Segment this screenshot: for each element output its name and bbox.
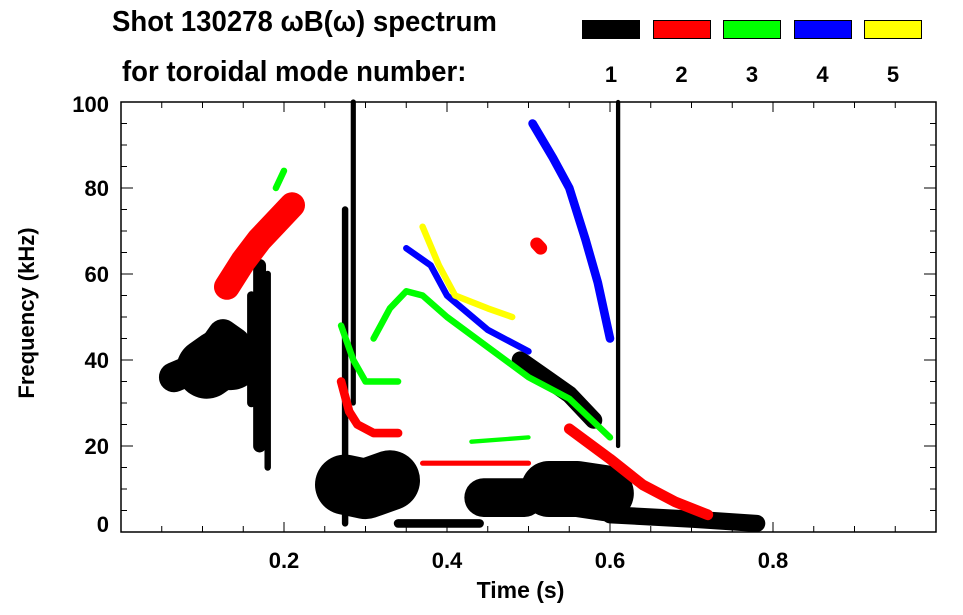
mode-3-feature-19 [337,322,402,385]
y-tick-label: 40 [85,348,109,373]
y-tick-label: 80 [85,176,109,201]
mode-1-feature-5 [315,450,420,520]
mode-3-feature-20 [370,287,614,441]
mode-2-feature-17 [563,423,714,521]
mode-1-feature-11 [601,506,766,533]
axes-frame [120,101,937,533]
legend-swatch-mode-2 [652,20,711,39]
mode-3-feature-21 [469,435,531,444]
legend-swatch-mode-4 [793,20,852,39]
legend-label-mode-3: 3 [745,62,759,87]
legend-label-mode-4: 4 [816,62,829,87]
legend-swatch-mode-1 [582,20,640,39]
x-tick-label: 0.6 [595,548,626,573]
x-tick-label: 0.2 [269,548,300,573]
x-tick-label: 0.8 [758,548,789,573]
x-tick-label: 0.4 [432,548,463,573]
legend-swatch-mode-3 [723,20,781,39]
legend-label-mode-5: 5 [886,62,900,87]
y-tick-label: 20 [85,434,109,459]
mode-2-feature-14 [213,192,306,300]
mode-1-feature-10 [520,461,634,522]
legend-swatch-mode-5 [864,20,922,39]
mode-3-feature-22 [272,167,288,192]
x-axis-label: Time (s) [477,577,565,603]
chart-title: Shot 130278 ωB(ω) spectrum [112,6,497,38]
mode-2-feature-15 [336,377,403,438]
y-tick-label: 0 [97,512,109,537]
mode-4-feature-23 [403,244,532,355]
legend-label-mode-1: 1 [604,62,618,87]
chart-subtitle: for toroidal mode number: [122,56,467,88]
mode-2-feature-18 [530,237,548,255]
y-tick-label: 60 [85,262,109,287]
mode-1-feature-1 [176,329,262,399]
legend-label-mode-2: 2 [675,62,688,87]
mode-4-feature-24 [528,119,615,343]
mode-5-feature-25 [419,223,516,321]
y-axis-label: Frequency (kHz) [14,227,39,398]
y-tick-label: 100 [72,92,109,117]
